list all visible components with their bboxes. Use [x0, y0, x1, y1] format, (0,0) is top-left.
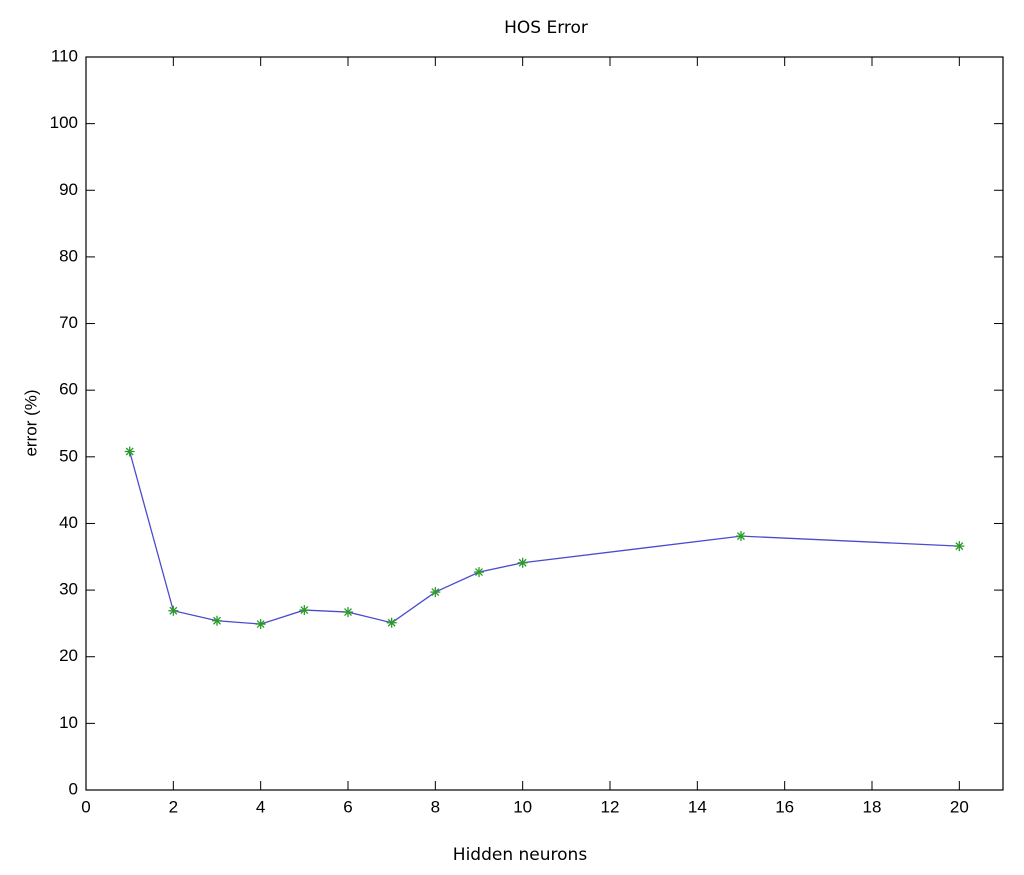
marker-stroke — [125, 447, 134, 456]
x-tick-label: 4 — [256, 797, 265, 816]
y-tick-label: 50 — [59, 446, 78, 465]
x-tick-label: 18 — [863, 797, 882, 816]
y-tick-label: 40 — [59, 513, 78, 532]
x-tick-label: 14 — [688, 797, 707, 816]
x-tick-label: 0 — [81, 797, 90, 816]
x-tick-label: 20 — [950, 797, 969, 816]
plot-frame — [85, 56, 1004, 791]
y-tick-label: 80 — [59, 246, 78, 265]
x-tick-label: 2 — [169, 797, 178, 816]
marker-stroke — [955, 542, 964, 551]
data-point — [255, 619, 266, 630]
data-point — [168, 605, 179, 616]
marker-stroke — [169, 606, 178, 615]
marker-stroke — [344, 608, 352, 617]
data-point — [517, 557, 528, 568]
data-point — [343, 607, 353, 618]
marker-stroke — [475, 568, 483, 577]
series-line — [129, 451, 960, 625]
data-point — [474, 567, 484, 578]
marker-stroke — [737, 532, 745, 541]
y-axis-label: error (%) — [21, 389, 40, 456]
marker-stroke — [431, 588, 440, 597]
y-tick-label: 20 — [59, 646, 78, 665]
x-tick-label: 10 — [513, 797, 532, 816]
y-tick-label: 10 — [59, 713, 78, 732]
marker-stroke — [300, 606, 309, 615]
marker-stroke — [387, 618, 396, 627]
marker-stroke — [256, 620, 265, 629]
data-point — [736, 531, 746, 542]
y-tick-label: 90 — [59, 180, 78, 199]
x-tick-label: 12 — [601, 797, 620, 816]
y-tick-label: 60 — [59, 380, 78, 399]
data-point — [430, 587, 441, 598]
marker-stroke — [518, 558, 527, 567]
x-axis-label: Hidden neurons — [453, 845, 588, 865]
chart-title: HOS Error — [504, 18, 588, 38]
y-tick-label: 110 — [51, 46, 78, 65]
y-tick-label: 30 — [59, 580, 78, 599]
x-tick-label: 8 — [431, 797, 440, 816]
data-point — [124, 446, 135, 457]
data-point — [299, 605, 310, 616]
data-point — [954, 541, 965, 552]
y-tick-label: 0 — [69, 779, 78, 798]
marker-stroke — [213, 616, 221, 625]
x-tick-label: 16 — [775, 797, 794, 816]
y-tick-label: 70 — [59, 313, 78, 332]
data-point — [386, 617, 397, 628]
x-tick-label: 6 — [343, 797, 352, 816]
y-tick-label: 100 — [50, 113, 78, 132]
data-point — [212, 615, 222, 626]
